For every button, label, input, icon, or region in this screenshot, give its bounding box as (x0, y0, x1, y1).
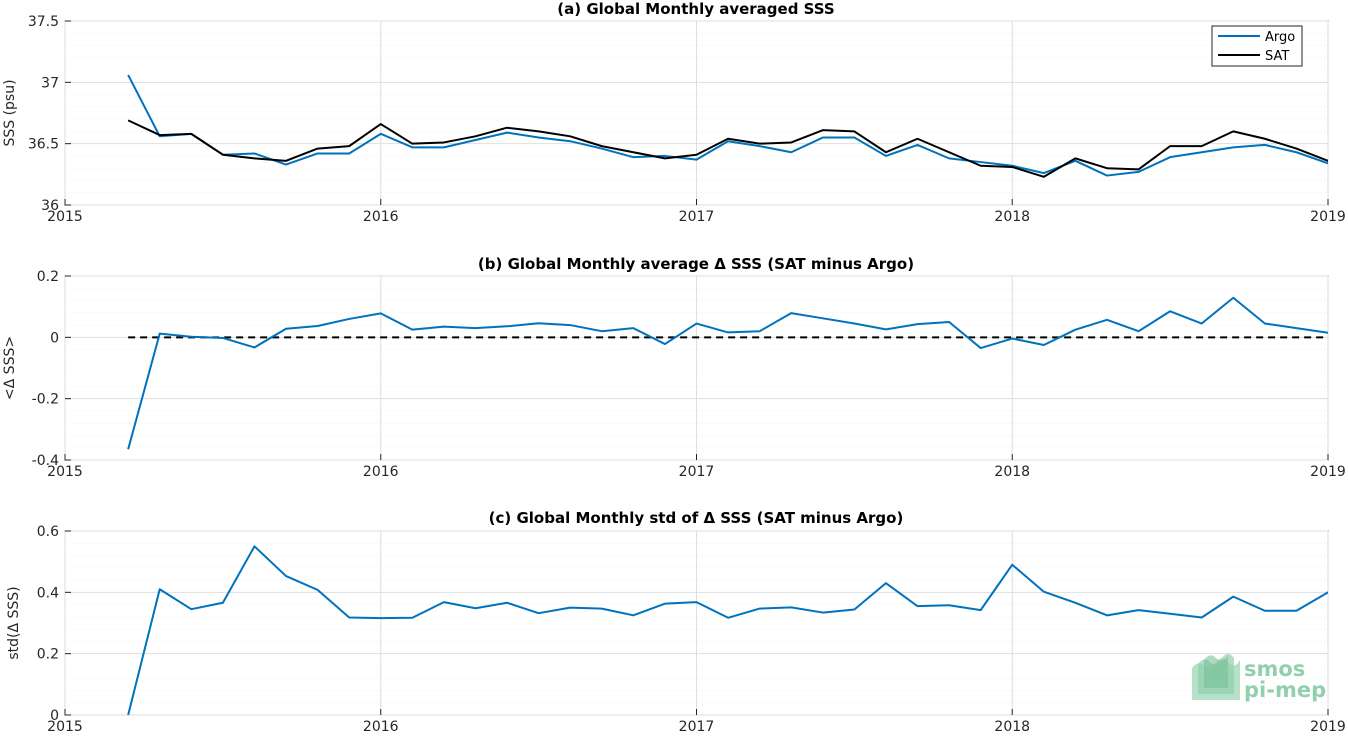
panel-a-title: (a) Global Monthly averaged SSS (557, 0, 834, 18)
y-tick-label: 37.5 (28, 14, 59, 30)
series-line-delta-sss (127, 545, 1328, 715)
panel-b-series (127, 296, 1328, 450)
x-tick-label: 2016 (363, 719, 399, 735)
panel-b: (b) Global Monthly average Δ SSS (SAT mi… (2, 255, 1346, 480)
series-line-sat (127, 119, 1328, 178)
legend: Argo SAT (1211, 25, 1303, 67)
logo-wave-icon (1192, 654, 1240, 700)
smos-pimep-logo: smos pi-mep (1192, 654, 1326, 702)
x-tick-label: 2017 (679, 464, 715, 480)
logo-text-smos: smos (1244, 657, 1305, 681)
y-tick-label: 0 (50, 708, 59, 724)
panel-a-series (127, 74, 1328, 178)
x-tick-label: 2017 (679, 719, 715, 735)
panel-b-ylabel: <Δ SSS> (2, 336, 18, 400)
x-tick-label: 2019 (1310, 719, 1346, 735)
y-tick-label: 0 (50, 330, 59, 346)
y-tick-label: -0.4 (32, 453, 59, 469)
x-tick-label: 2019 (1310, 464, 1346, 480)
series-line-argo (127, 74, 1328, 177)
y-tick-label: 0.2 (37, 269, 59, 285)
panel-b-ticks: 2015 2016 2017 2018 2019 -0.4 -0.2 0 0.2 (32, 269, 1346, 480)
x-tick-label: 2019 (1310, 209, 1346, 225)
panel-a-ticks: 2015 2016 2017 2018 2019 36 36.5 37 37.5 (28, 14, 1346, 225)
panel-c: (c) Global Monthly std of Δ SSS (SAT min… (6, 509, 1346, 735)
legend-box (1211, 25, 1303, 67)
y-tick-label: 36.5 (28, 137, 59, 153)
y-tick-label: -0.2 (32, 392, 59, 408)
logo-text-pimep: pi-mep (1244, 678, 1326, 702)
x-tick-label: 2015 (47, 464, 83, 480)
panel-c-ticks: 2015 2016 2017 2018 2019 0 0.2 0.4 0.6 (37, 524, 1346, 735)
panel-b-grid (64, 275, 1329, 461)
x-tick-label: 2017 (679, 209, 715, 225)
y-tick-label: 0.2 (37, 647, 59, 663)
x-tick-label: 2015 (47, 209, 83, 225)
legend-argo-label: Argo (1265, 30, 1295, 45)
series-line-delta-sss (127, 296, 1328, 450)
panel-b-title: (b) Global Monthly average Δ SSS (SAT mi… (478, 255, 914, 273)
y-tick-label: 36 (41, 198, 59, 214)
panel-a: (a) Global Monthly averaged SSS 2015 2016… (2, 0, 1346, 225)
y-tick-label: 37 (41, 75, 59, 91)
x-tick-label: 2016 (363, 464, 399, 480)
y-tick-label: 0.6 (37, 524, 59, 540)
panel-c-series (127, 545, 1328, 715)
x-tick-label: 2018 (994, 209, 1030, 225)
x-tick-label: 2015 (47, 719, 83, 735)
panel-a-ylabel: SSS (psu) (2, 79, 18, 146)
x-tick-label: 2018 (994, 719, 1030, 735)
panel-c-ylabel: std(Δ SSS) (6, 586, 22, 659)
y-tick-label: 0.4 (37, 585, 59, 601)
x-tick-label: 2016 (363, 209, 399, 225)
panel-c-title: (c) Global Monthly std of Δ SSS (SAT min… (489, 509, 904, 527)
x-tick-label: 2018 (994, 464, 1030, 480)
legend-sat-label: SAT (1265, 49, 1289, 64)
